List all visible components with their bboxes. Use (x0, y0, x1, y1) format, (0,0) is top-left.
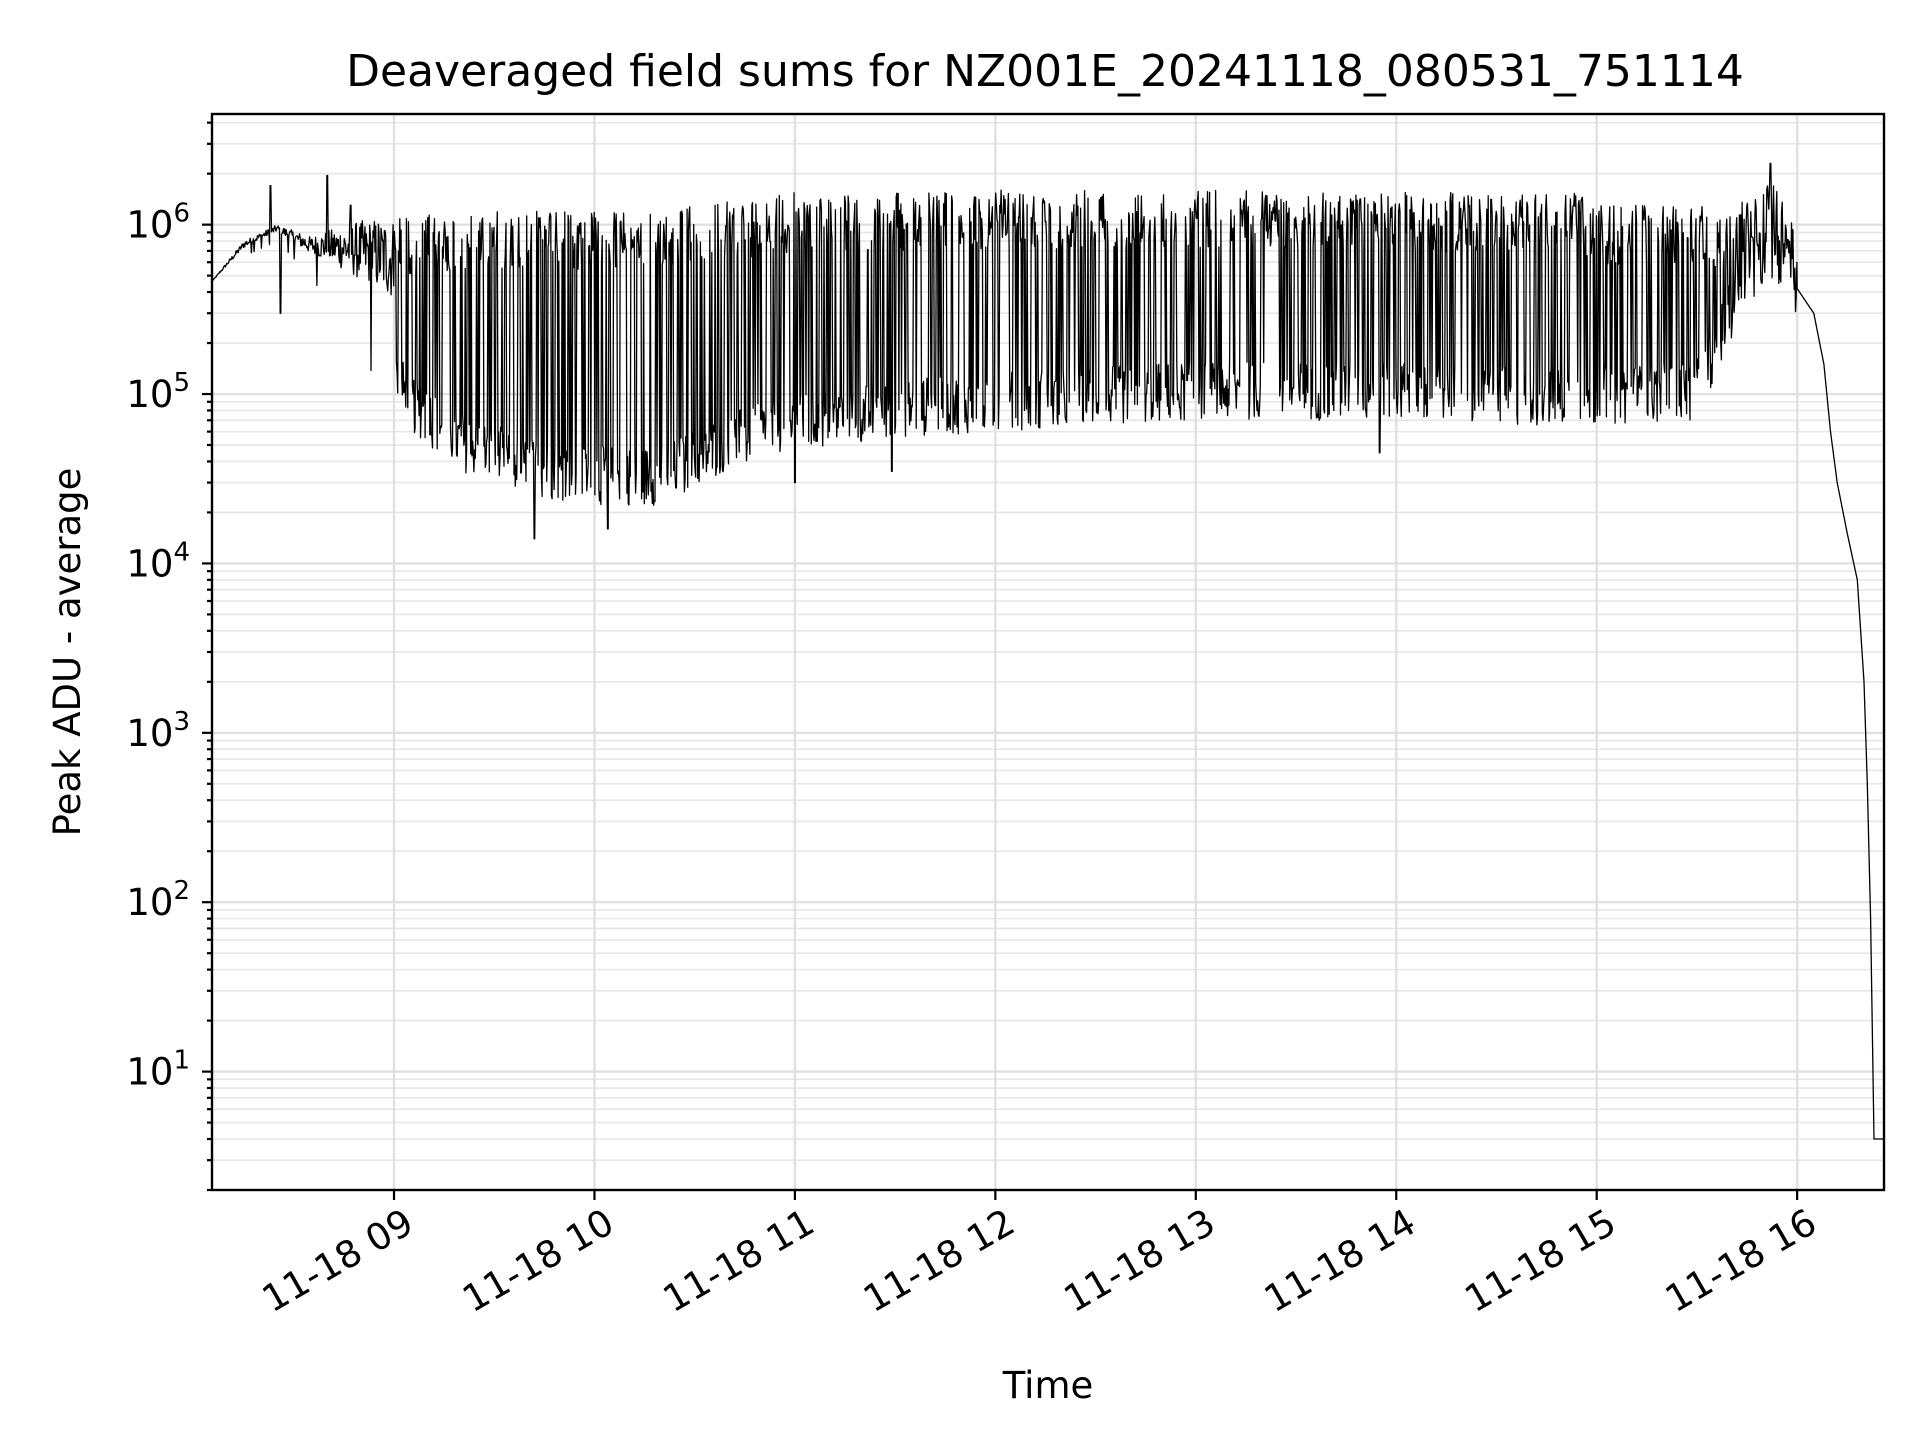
y-tick-label-exponent: 2 (173, 876, 190, 906)
x-axis: 11-18 09 11-18 10 11-18 11 11-18 12 11-18 13… (255, 1190, 1824, 1321)
x-tick-label: 11-18 15 (1458, 1201, 1624, 1321)
series-line (212, 162, 1884, 1140)
y-tick-label-base: 10 (126, 712, 173, 755)
x-tick-label: 11-18 16 (1658, 1201, 1824, 1321)
x-tick-label: 11-18 09 (255, 1201, 421, 1321)
y-tick-label: 102 (126, 876, 190, 924)
y-tick-label-exponent: 6 (173, 199, 190, 229)
y-tick-label: 103 (126, 707, 190, 755)
minor-gridlines (212, 121, 1884, 1191)
chart-title: Deaveraged field sums for NZ001E_2024111… (346, 46, 1744, 97)
plot-area (212, 162, 1884, 1140)
y-tick-label-exponent: 4 (173, 537, 190, 567)
y-tick-label-base: 10 (126, 373, 173, 416)
x-tick-label: 11-18 10 (455, 1201, 621, 1321)
y-tick-label-base: 10 (126, 204, 173, 247)
y-tick-label-base: 10 (126, 542, 173, 585)
y-tick-label: 101 (126, 1046, 190, 1094)
x-tick-label: 11-18 14 (1257, 1201, 1423, 1321)
y-tick-label: 105 (126, 368, 190, 416)
y-tick-label: 106 (126, 199, 190, 247)
x-axis-label: Time (1002, 1364, 1094, 1407)
y-tick-label-exponent: 1 (173, 1046, 190, 1076)
x-tick-label: 11-18 11 (656, 1201, 822, 1321)
y-tick-label-exponent: 5 (173, 368, 190, 398)
x-tick-label: 11-18 12 (856, 1201, 1022, 1321)
x-tick-label: 11-18 13 (1057, 1201, 1223, 1321)
y-axis-label: Peak ADU - average (46, 468, 89, 837)
y-tick-label: 104 (126, 537, 190, 585)
y-tick-label-base: 10 (126, 881, 173, 924)
y-tick-label-exponent: 3 (173, 707, 190, 737)
y-tick-label-base: 10 (126, 1051, 173, 1094)
